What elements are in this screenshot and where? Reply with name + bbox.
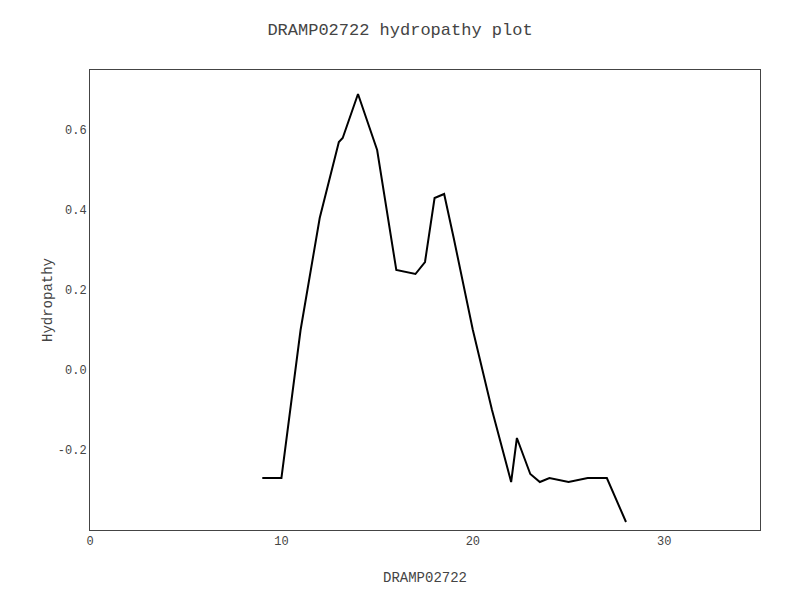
svg-text:0.0: 0.0 bbox=[65, 364, 87, 378]
svg-text:20: 20 bbox=[466, 535, 480, 549]
svg-text:DRAMP02722 hydropathy plot: DRAMP02722 hydropathy plot bbox=[267, 21, 532, 40]
svg-text:30: 30 bbox=[657, 535, 671, 549]
svg-text:10: 10 bbox=[274, 535, 288, 549]
svg-text:DRAMP02722: DRAMP02722 bbox=[383, 570, 467, 586]
svg-text:0.4: 0.4 bbox=[65, 204, 87, 218]
svg-text:0: 0 bbox=[86, 535, 93, 549]
svg-text:Hydropathy: Hydropathy bbox=[40, 258, 56, 342]
svg-text:0.6: 0.6 bbox=[65, 124, 87, 138]
svg-text:0.2: 0.2 bbox=[65, 284, 87, 298]
svg-text:-0.2: -0.2 bbox=[58, 444, 87, 458]
